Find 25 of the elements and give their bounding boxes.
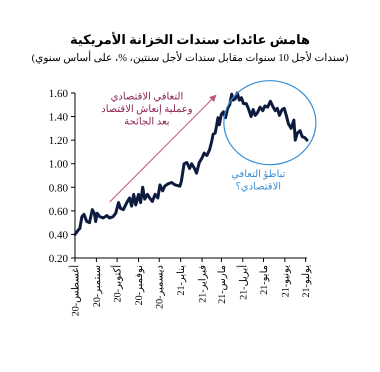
x-tick-label: يونيو-21 [280,264,292,298]
chart-subtitle: (سندات لأجل 10 سنوات مقابل سندات لأجل سنتين، %، على أساس سنوي) [32,50,349,64]
annotation: تباطؤ التعافي الاقتصادي؟ [231,169,286,193]
x-tick-label: مارس-21 [216,265,228,304]
annotation: التعافي الاقتصادي وعملية إنعاش الاقتصاد بعد الجائحة [101,92,193,128]
x-tick-label: فبراير-21 [198,264,209,303]
x-tick-label: نوفمبر-20 [134,265,146,306]
line-series [74,92,308,236]
x-tick-label: ديسمبر-20 [154,265,166,309]
x-tick-label: أبريل-21 [236,264,250,300]
x-tick-label: يوليو-21 [301,264,312,298]
y-tick-label: 1.00 [48,158,68,171]
y-tick-label: 1.60 [48,88,68,100]
y-tick-label: 0.20 [48,253,68,265]
x-tick-label: أكتوبر-20 [110,264,124,302]
chart-title: هامش عائدات سندات الخزانة الأمريكية [70,31,310,48]
y-tick-label: 0.60 [48,206,68,218]
x-tick-label: سبتمبر-20 [92,265,103,308]
x-tick-label: مايو-21 [259,265,270,295]
y-tick-label: 1.40 [48,112,68,124]
x-tick-label: يناير-21 [176,264,188,296]
y-tick-label: 0.80 [48,182,68,194]
x-tick-label: أغسطس-20 [68,264,82,316]
y-tick-label: 0.40 [48,229,68,242]
y-tick-label: 1.20 [48,135,68,148]
